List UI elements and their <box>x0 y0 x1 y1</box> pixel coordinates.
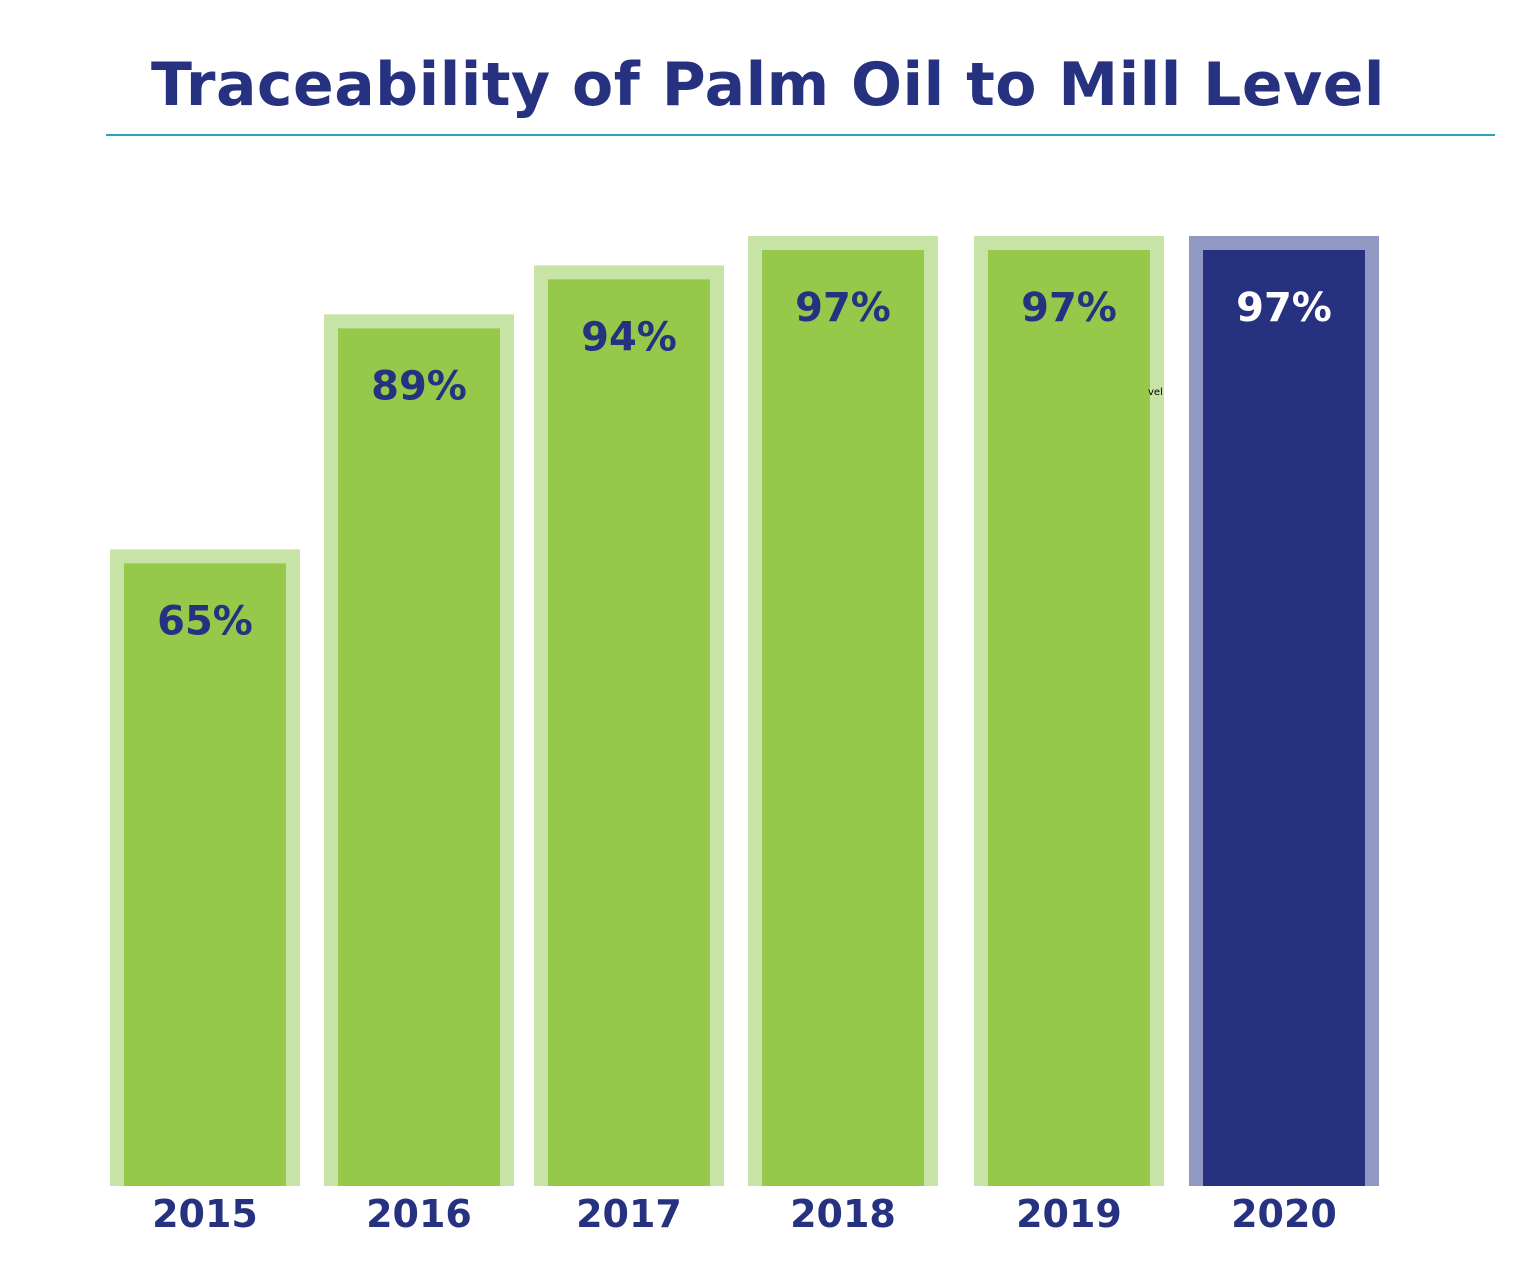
x-tick-label-2016: 2016 <box>366 1192 472 1236</box>
x-tick-label-2019: 2019 <box>1016 1192 1122 1236</box>
x-tick-label-2020: 2020 <box>1231 1192 1337 1236</box>
title-divider <box>106 134 1495 136</box>
data-label-2018: 97% <box>795 285 891 331</box>
data-label-2017: 94% <box>581 314 677 360</box>
data-label-2015: 65% <box>157 598 253 644</box>
x-tick-label-2017: 2017 <box>576 1192 682 1236</box>
x-tick-label-2015: 2015 <box>152 1192 258 1236</box>
bar-2018 <box>762 250 924 1186</box>
data-label-2020: 97% <box>1236 285 1332 331</box>
x-tick-label-2018: 2018 <box>790 1192 896 1236</box>
bar-2015 <box>124 563 286 1186</box>
bar-2017 <box>548 279 710 1186</box>
bar-2016 <box>338 328 500 1186</box>
bar-2019 <box>988 250 1150 1186</box>
stray-label: vel <box>1148 387 1163 398</box>
data-label-2016: 89% <box>371 363 467 409</box>
chart-title: Traceability of Palm Oil to Mill Level <box>151 50 1385 120</box>
bar-group: 65% 2015 89% 2016 94% 2017 97% 2018 97% 2019 97% 20… <box>110 236 1379 1236</box>
bar-2020 <box>1203 250 1365 1186</box>
data-label-2019: 97% <box>1021 285 1117 331</box>
